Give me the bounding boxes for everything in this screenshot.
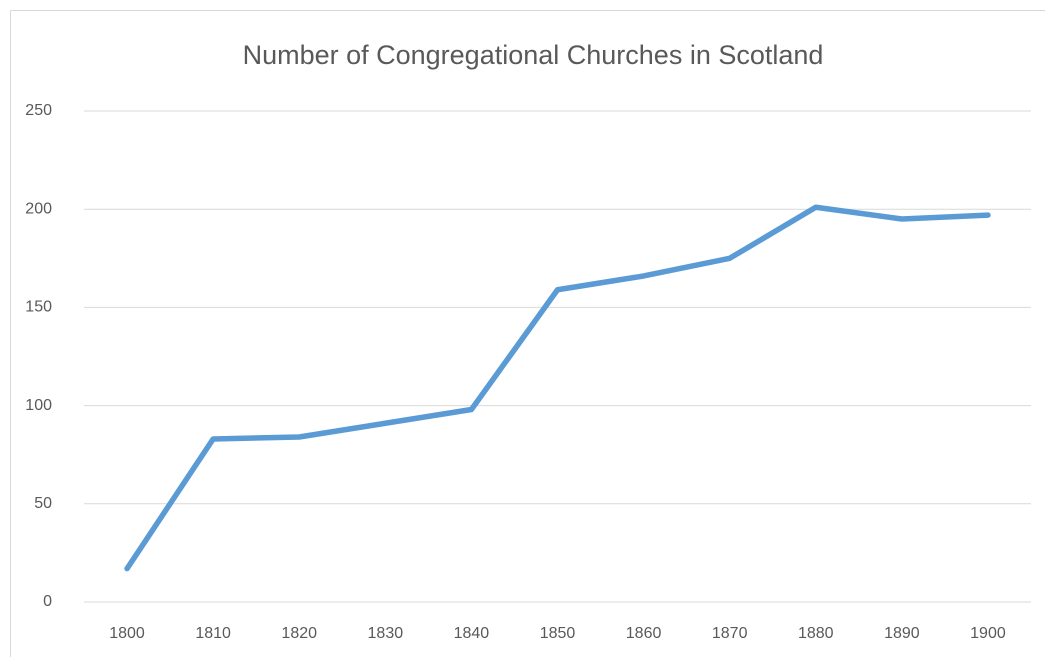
- x-tick-label: 1830: [368, 625, 404, 642]
- x-tick-label: 1900: [970, 625, 1006, 642]
- x-tick-label: 1810: [195, 625, 231, 642]
- x-tick-label: 1860: [626, 625, 662, 642]
- x-tick-label: 1800: [109, 625, 145, 642]
- x-tick-label: 1870: [712, 625, 748, 642]
- x-tick-label: 1840: [454, 625, 490, 642]
- x-tick-label: 1880: [798, 625, 834, 642]
- y-tick-label: 0: [43, 593, 52, 610]
- y-tick-label: 200: [25, 200, 52, 217]
- y-tick-label: 150: [25, 299, 52, 316]
- x-tick-label: 1890: [884, 625, 920, 642]
- chart-title: Number of Congregational Churches in Sco…: [243, 40, 824, 70]
- x-tick-label: 1820: [281, 625, 317, 642]
- y-tick-label: 250: [25, 102, 52, 119]
- y-tick-label: 100: [25, 397, 52, 414]
- y-tick-label: 50: [34, 495, 52, 512]
- data-line: [124, 204, 991, 572]
- x-tick-label: 1850: [540, 625, 576, 642]
